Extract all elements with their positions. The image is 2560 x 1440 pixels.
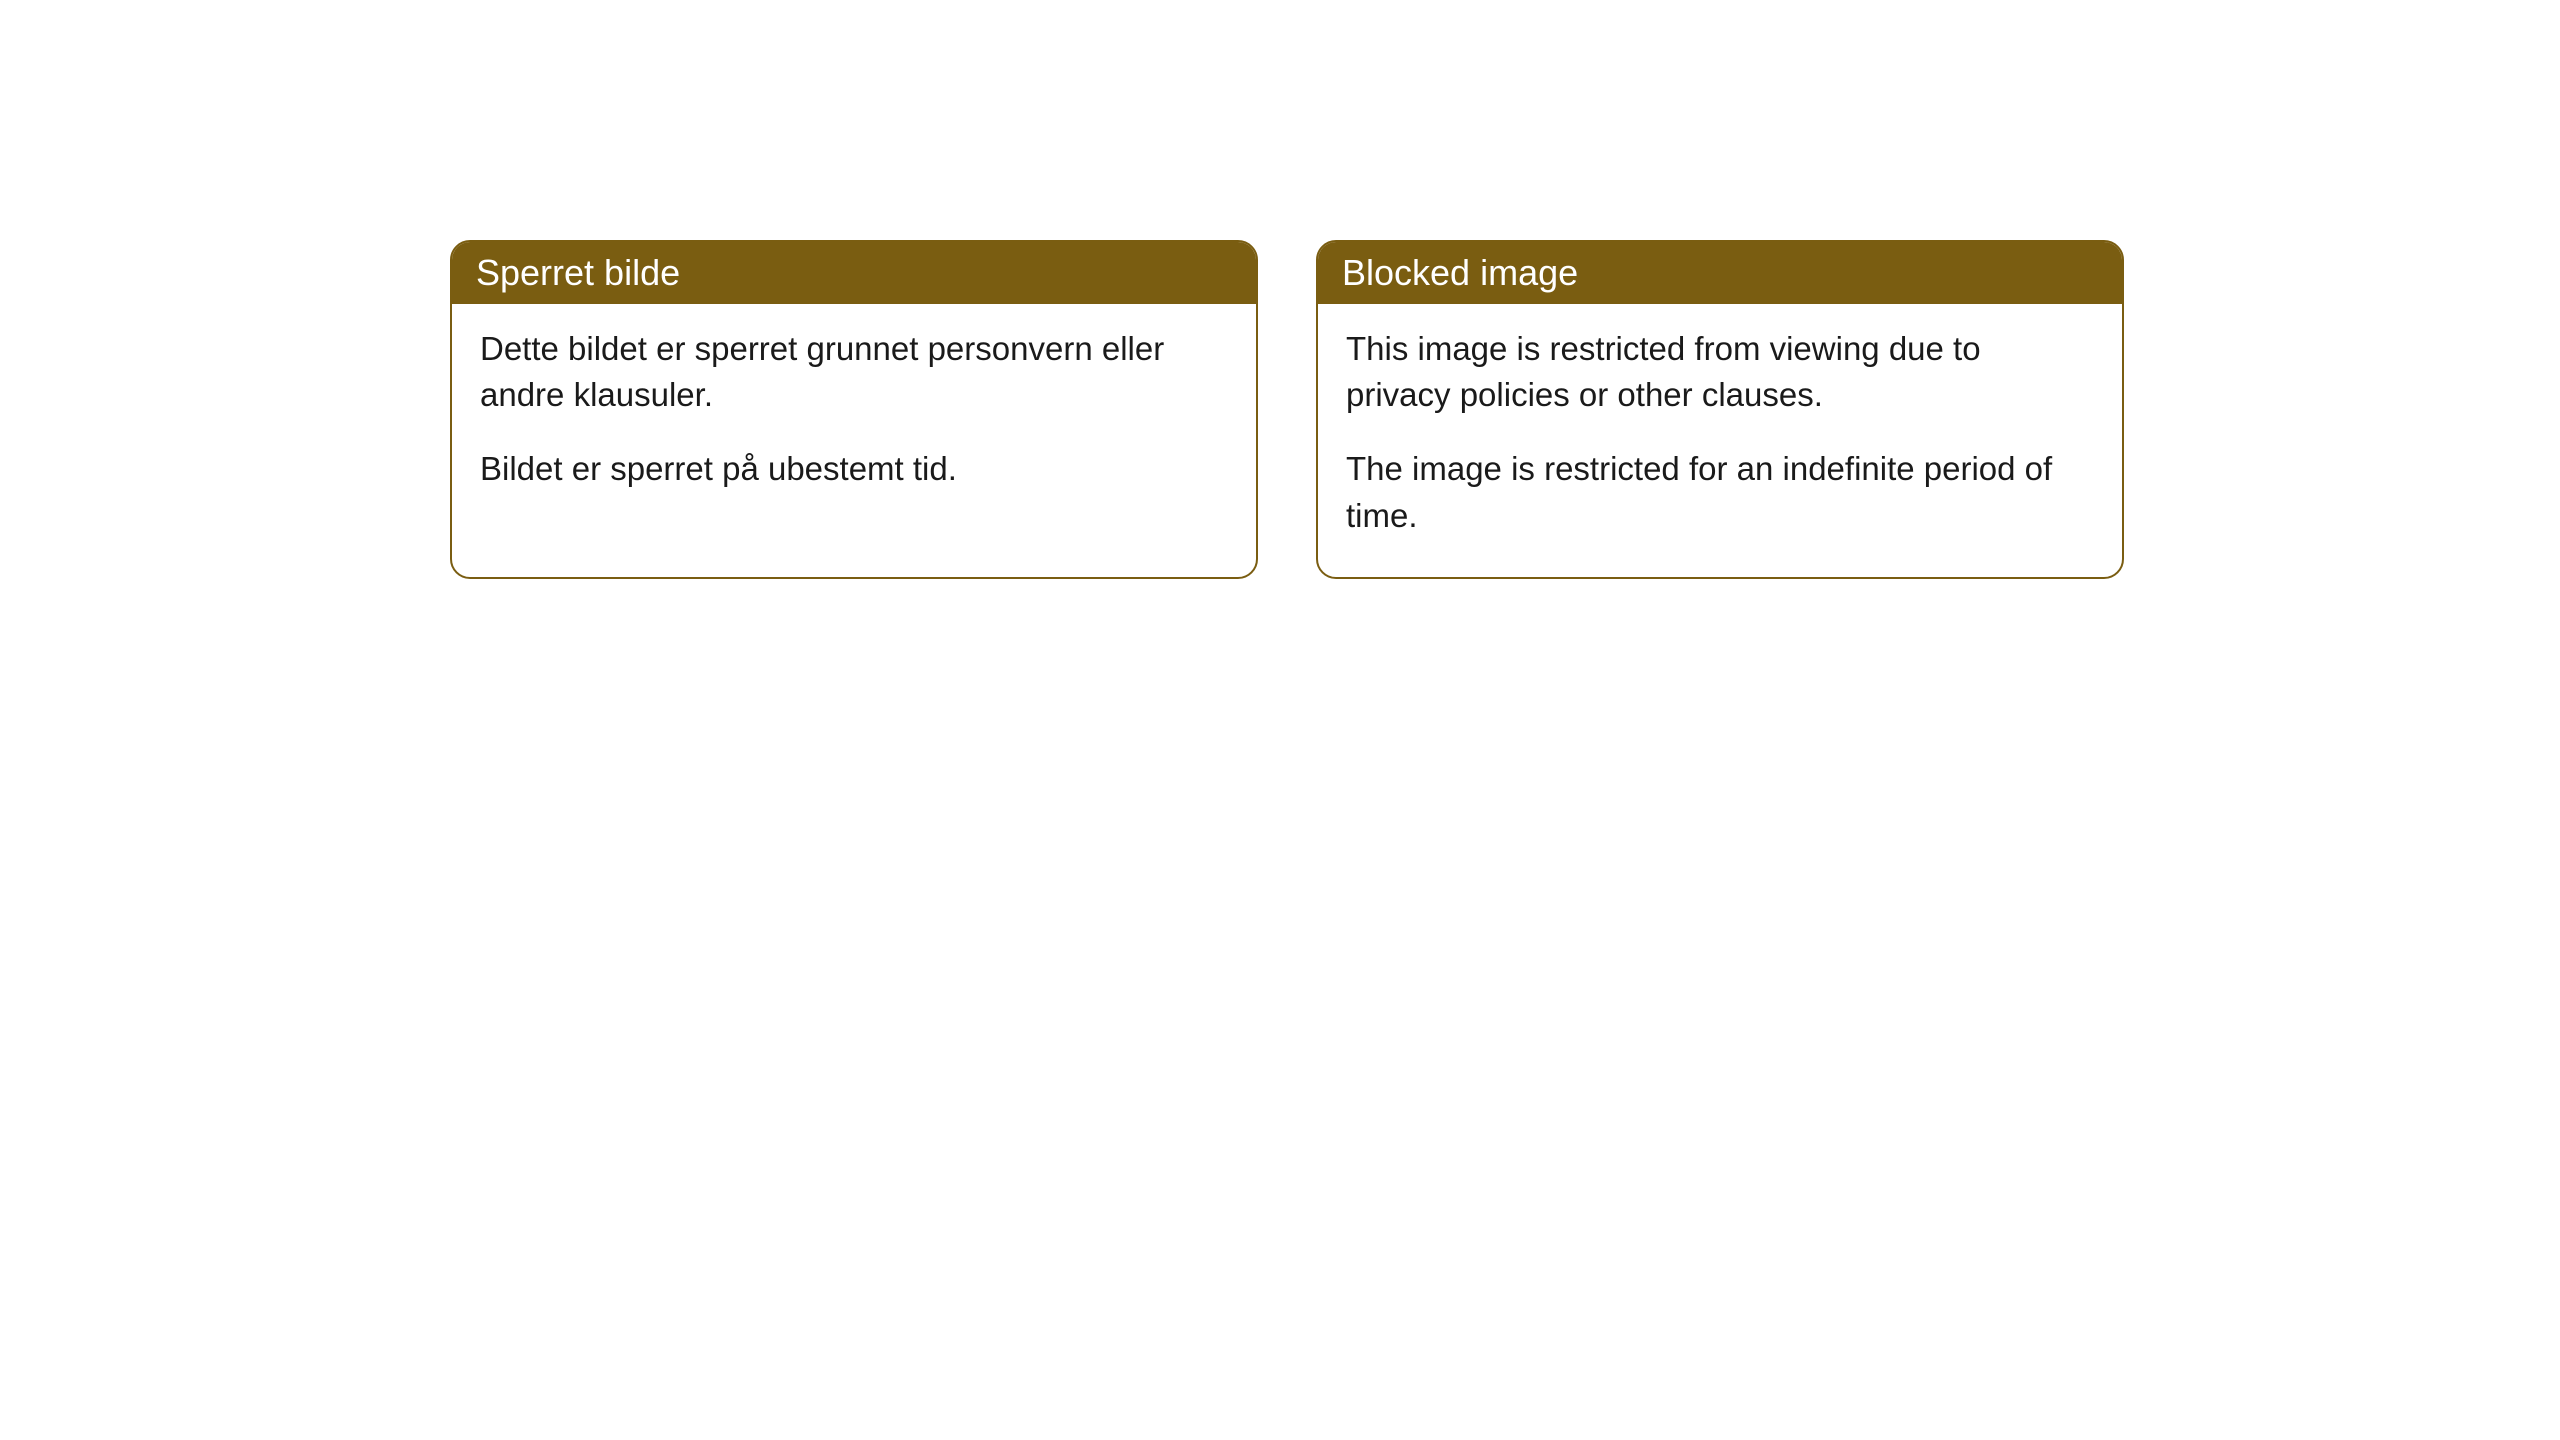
card-text-english-p1: This image is restricted from viewing du… bbox=[1346, 326, 2094, 418]
card-text-english-p2: The image is restricted for an indefinit… bbox=[1346, 446, 2094, 538]
card-body-norwegian: Dette bildet er sperret grunnet personve… bbox=[452, 304, 1256, 531]
card-body-english: This image is restricted from viewing du… bbox=[1318, 304, 2122, 577]
blocked-image-card-norwegian: Sperret bilde Dette bildet er sperret gr… bbox=[450, 240, 1258, 579]
card-header-norwegian: Sperret bilde bbox=[452, 242, 1256, 304]
card-text-norwegian-p2: Bildet er sperret på ubestemt tid. bbox=[480, 446, 1228, 492]
blocked-image-card-english: Blocked image This image is restricted f… bbox=[1316, 240, 2124, 579]
card-header-english: Blocked image bbox=[1318, 242, 2122, 304]
card-text-norwegian-p1: Dette bildet er sperret grunnet personve… bbox=[480, 326, 1228, 418]
cards-container: Sperret bilde Dette bildet er sperret gr… bbox=[0, 0, 2560, 579]
